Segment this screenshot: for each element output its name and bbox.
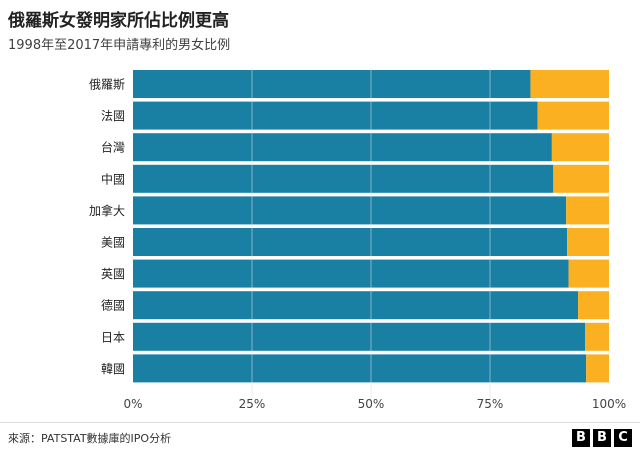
- category-label: 台灣: [101, 140, 125, 155]
- footer-divider: [0, 422, 640, 423]
- category-label: 中國: [101, 171, 125, 186]
- x-tick-label: 0%: [123, 397, 142, 411]
- bar-segment-female-share: [553, 164, 609, 193]
- bbc-logo: B B C: [572, 429, 632, 447]
- bar-segment-male-share: [133, 164, 554, 193]
- bar-segment-male-share: [133, 354, 587, 383]
- bar-segment-male-share: [133, 101, 538, 130]
- logo-letter: B: [593, 429, 611, 447]
- bar-segment-female-share: [586, 354, 609, 383]
- bar-segment-male-share: [133, 291, 579, 320]
- bar-segment-female-share: [537, 101, 609, 130]
- category-label: 德國: [101, 298, 125, 313]
- category-label: 英國: [101, 267, 125, 281]
- bar-segment-female-share: [530, 70, 609, 98]
- bar-segment-male-share: [133, 228, 568, 256]
- bar-segment-male-share: [133, 133, 552, 162]
- bar-segment-female-share: [568, 259, 609, 288]
- category-label: 韓國: [101, 362, 125, 376]
- category-label: 加拿大: [89, 203, 125, 218]
- category-label: 法國: [101, 109, 125, 123]
- category-label: 美國: [101, 236, 125, 250]
- category-label: 日本: [101, 330, 125, 344]
- bar-segment-female-share: [551, 133, 609, 162]
- x-tick-label: 25%: [239, 397, 266, 411]
- logo-letter: B: [572, 429, 590, 447]
- bar-segment-female-share: [585, 322, 609, 351]
- bar-segment-male-share: [133, 196, 567, 225]
- x-tick-label: 75%: [477, 397, 504, 411]
- bar-segment-male-share: [133, 70, 531, 98]
- bar-segment-male-share: [133, 259, 569, 288]
- logo-letter: C: [614, 429, 632, 447]
- bar-segment-female-share: [578, 291, 609, 320]
- bar-segment-female-share: [566, 196, 609, 225]
- chart-title: 俄羅斯女發明家所佔比例更高: [8, 11, 229, 31]
- x-tick-label: 50%: [358, 397, 385, 411]
- category-label: 俄羅斯: [89, 78, 125, 92]
- source-note: 來源：PATSTAT數據庫的IPO分析: [8, 432, 172, 445]
- bar-segment-male-share: [133, 322, 586, 351]
- x-tick-label: 100%: [592, 397, 626, 411]
- bar-segment-female-share: [567, 228, 609, 256]
- chart-subtitle: 1998年至2017年申請專利的男女比例: [8, 38, 231, 53]
